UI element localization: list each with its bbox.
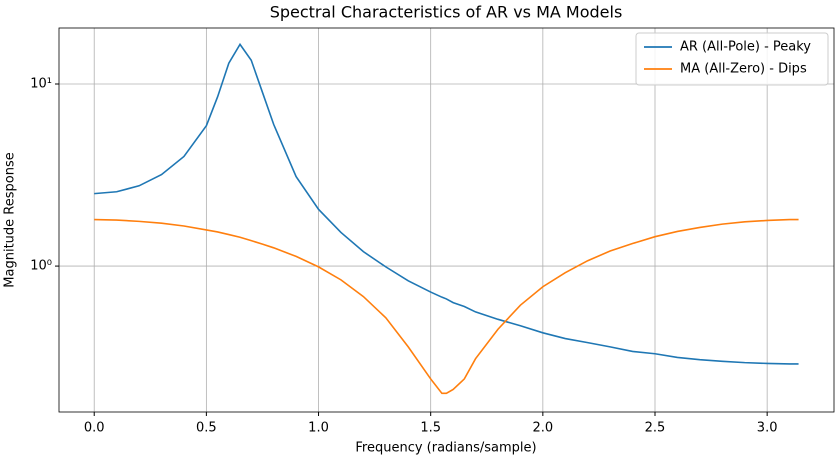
chart-title: Spectral Characteristics of AR vs MA Mod… [270,3,623,22]
y-axis-label: Magnitude Response [3,152,18,287]
x-tick-label: 0.5 [196,421,217,436]
x-axis-label: Frequency (radians/sample) [355,441,536,456]
x-tick-label: 1.5 [420,421,441,436]
y-tick-label: 10¹ [30,76,52,91]
line-series [94,218,799,395]
x-tick-label: 2.5 [645,421,666,436]
x-tick-label: 2.0 [532,421,553,436]
legend-label: MA (All-Zero) - Dips [680,62,807,77]
plot-frame [58,27,835,413]
y-tick-label: 10⁰ [30,259,52,274]
line-series [94,42,799,365]
x-tick-label: 3.0 [757,421,778,436]
x-tick-label: 0.0 [84,421,105,436]
legend-label: AR (All-Pole) - Peaky [680,40,811,55]
x-tick-label: 1.0 [308,421,329,436]
legend-box [635,32,829,86]
